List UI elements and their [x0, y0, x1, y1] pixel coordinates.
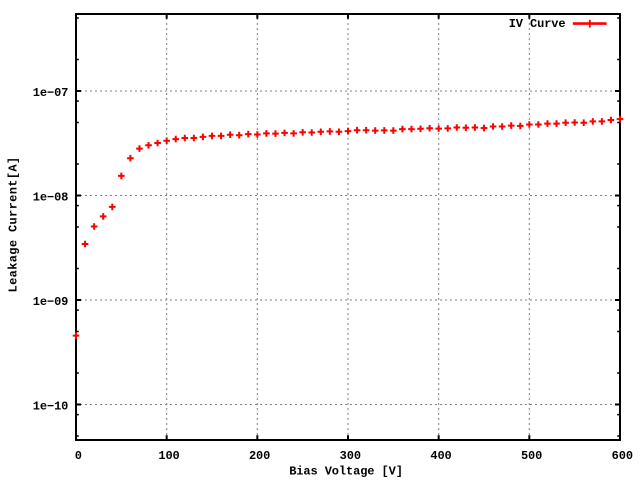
svg-text:300: 300 [340, 449, 361, 463]
svg-text:IV Curve: IV Curve [509, 17, 566, 31]
svg-text:0: 0 [75, 449, 82, 463]
svg-text:Bias Voltage [V]: Bias Voltage [V] [289, 465, 403, 479]
svg-text:1e−10: 1e−10 [33, 399, 69, 413]
svg-text:200: 200 [249, 449, 270, 463]
svg-text:400: 400 [430, 449, 451, 463]
svg-text:Leakage Current[A]: Leakage Current[A] [6, 157, 20, 293]
svg-text:1e−08: 1e−08 [33, 190, 69, 204]
svg-text:1e−07: 1e−07 [33, 86, 69, 100]
svg-text:600: 600 [612, 449, 633, 463]
svg-text:1e−09: 1e−09 [33, 295, 69, 309]
svg-text:500: 500 [521, 449, 542, 463]
svg-text:100: 100 [158, 449, 179, 463]
